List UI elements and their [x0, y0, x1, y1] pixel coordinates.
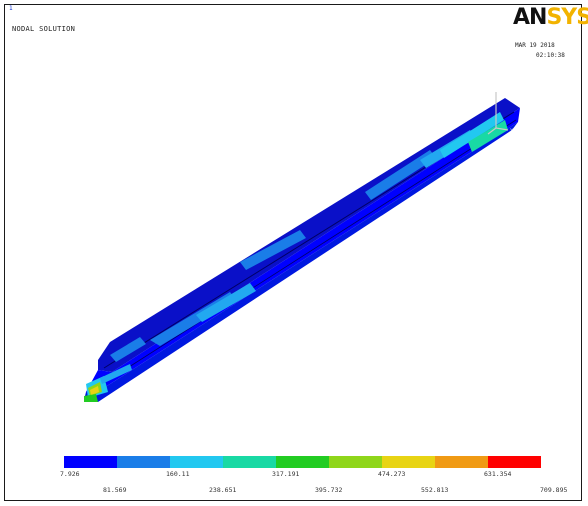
legend-color-segment [382, 456, 435, 468]
legend-color-segment [170, 456, 223, 468]
legend-color-segment [488, 456, 541, 468]
legend-color-segment [435, 456, 488, 468]
triad-z-axis [487, 127, 497, 135]
stress-patch [440, 112, 504, 158]
legend-color-segment [223, 456, 276, 468]
legend-color-segment [329, 456, 382, 468]
legend-color-segment [117, 456, 170, 468]
stress-patch [240, 230, 306, 270]
triad-x-axis [495, 127, 509, 131]
plot-date: MAR 19 2018 [515, 42, 555, 49]
legend-label-bottom: 238.651 [209, 486, 237, 494]
stress-patch [196, 283, 256, 322]
legend-label-bottom: 552.813 [421, 486, 449, 494]
ansys-logo: ANSYS [513, 5, 588, 30]
window-number: 1 [9, 5, 13, 12]
legend-label-bottom: 395.732 [315, 486, 343, 494]
legend-color-segment [276, 456, 329, 468]
logo-part-gold: SYS [546, 5, 588, 30]
stress-hotspot [90, 386, 99, 395]
triad-y-label: MN [501, 90, 509, 97]
stress-hotspot [100, 364, 132, 384]
stress-patch [110, 337, 146, 362]
coordinate-triad: MN X [487, 90, 514, 135]
legend-label-top: 474.273 [378, 470, 406, 478]
stress-hotspot [84, 394, 98, 402]
legend-label-top: 317.191 [272, 470, 300, 478]
logo-part-dark: AN [513, 5, 547, 30]
legend-color-segment [64, 456, 117, 468]
contour-legend-bar [64, 456, 541, 468]
beam-bottom-edge [84, 122, 518, 402]
legend-label-top: 7.926 [60, 470, 80, 478]
plot-time: 02:10:38 [536, 52, 565, 59]
plot-title: NODAL SOLUTION [12, 25, 76, 33]
legend-label-top: 631.354 [484, 470, 512, 478]
legend-label-bottom: 81.569 [103, 486, 127, 494]
legend-label-bottom: 709.895 [540, 486, 568, 494]
stress-patch [365, 150, 436, 200]
legend-label-top: 160.11 [166, 470, 190, 478]
triad-x-label: X [510, 128, 514, 135]
beam-edge-line [95, 119, 517, 389]
